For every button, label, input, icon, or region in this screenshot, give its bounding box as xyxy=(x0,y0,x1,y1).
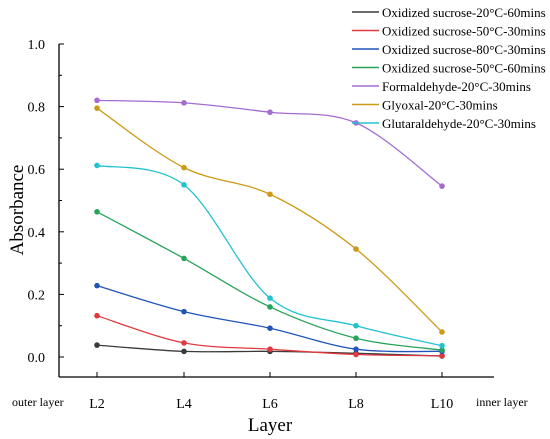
data-point xyxy=(267,346,273,352)
outer-layer-note: outer layer xyxy=(12,395,64,409)
series-line xyxy=(96,164,443,347)
data-point xyxy=(439,352,445,359)
data-point xyxy=(353,322,359,329)
data-point xyxy=(94,208,100,215)
data-point xyxy=(94,312,100,319)
data-point xyxy=(439,347,445,353)
legend: Oxidized sucrose-20°C-60mins Oxidized suc… xyxy=(352,5,546,131)
inner-layer-note: inner layer xyxy=(476,395,528,409)
data-point xyxy=(181,164,187,171)
data-point xyxy=(439,329,445,335)
data-point xyxy=(267,191,273,198)
y-axis-ticks: 0.0 0.2 0.4 0.6 0.8 1.0 xyxy=(28,38,64,366)
data-point xyxy=(94,105,100,111)
legend-label: Glyoxal-20°C-30mins xyxy=(382,98,498,113)
y-tick-label: 0.0 xyxy=(28,351,46,366)
x-axis-title: Layer xyxy=(248,415,293,436)
x-tick-label: L2 xyxy=(89,397,105,412)
y-tick-label: 1.0 xyxy=(28,38,46,53)
data-point xyxy=(181,348,187,355)
data-point xyxy=(94,162,100,169)
x-tick-label: L8 xyxy=(348,397,364,412)
x-axis-ticks: L2 L4 L6 L8 L10 xyxy=(89,372,453,412)
y-tick-label: 0.8 xyxy=(28,101,46,116)
y-tick-label: 0.2 xyxy=(28,288,46,303)
data-point xyxy=(439,342,445,349)
legend-label: Oxidized sucrose-80°C-30mins xyxy=(382,42,546,57)
data-point xyxy=(267,304,273,310)
data-point xyxy=(181,308,187,315)
data-point xyxy=(267,325,273,332)
data-point xyxy=(94,342,100,348)
data-point xyxy=(353,335,359,342)
data-point xyxy=(181,100,187,106)
data-point xyxy=(181,340,187,346)
data-point xyxy=(353,351,359,358)
legend-label: Oxidized sucrose-50°C-60mins xyxy=(382,61,546,76)
data-point xyxy=(267,109,273,116)
series-layer xyxy=(94,97,445,359)
x-tick-label: L10 xyxy=(431,397,454,412)
legend-label: Oxidized sucrose-20°C-60mins xyxy=(382,5,546,20)
data-point xyxy=(353,246,359,252)
data-point xyxy=(94,97,100,104)
y-tick-label: 0.4 xyxy=(28,226,46,241)
y-axis-title: Absorbance xyxy=(7,165,28,256)
data-point xyxy=(267,295,273,301)
data-point xyxy=(439,183,445,189)
x-tick-label: L6 xyxy=(262,397,278,412)
data-point xyxy=(94,282,100,289)
legend-label: Oxidized sucrose-50°C-30mins xyxy=(382,24,546,39)
data-point xyxy=(181,182,187,188)
y-tick-label: 0.6 xyxy=(28,163,46,178)
data-point xyxy=(181,255,187,262)
legend-label: Formaldehyde-20°C-30mins xyxy=(382,79,531,94)
data-point xyxy=(353,346,359,352)
legend-label: Glutaraldehyde-20°C-30mins xyxy=(382,116,536,131)
x-tick-label: L4 xyxy=(176,397,192,412)
